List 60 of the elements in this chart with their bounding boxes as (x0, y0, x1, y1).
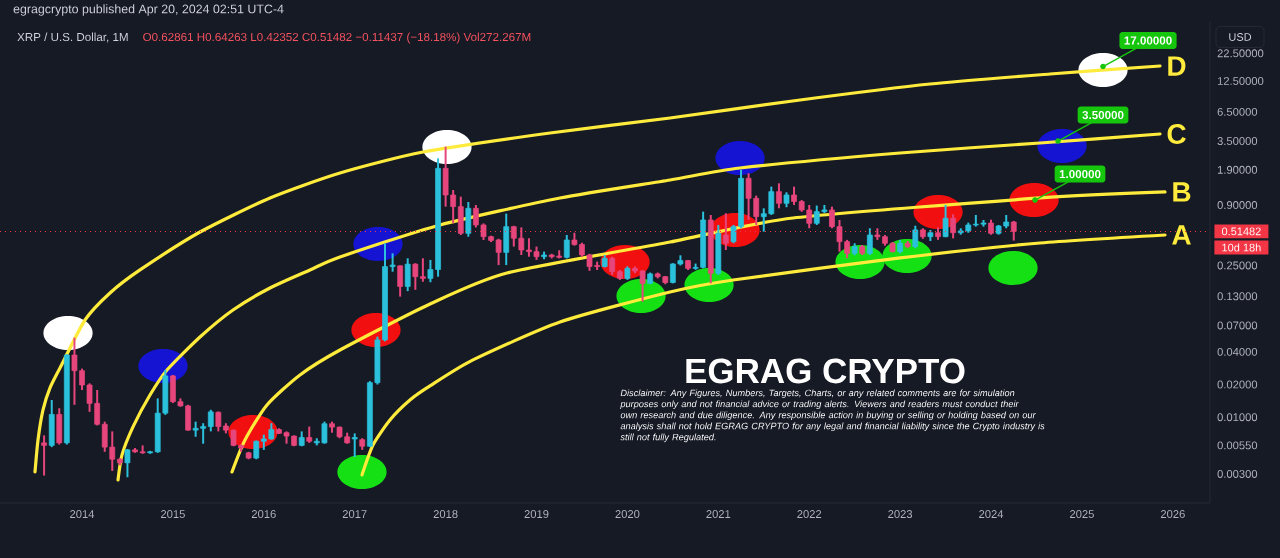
x-tick-label: 2022 (797, 510, 822, 518)
x-tick-label: 2017 (342, 510, 367, 518)
y-tick-label: 1.90000 (1217, 165, 1258, 174)
y-tick-label: 0.00550 (1217, 441, 1258, 450)
y-tick-label: 0.02000 (1217, 380, 1258, 389)
x-tick-label: 2016 (251, 510, 276, 518)
text: XRP / U.S. Dollar, 1M (17, 32, 128, 43)
y-tick-label: 0.07000 (1217, 321, 1258, 330)
candlestick (397, 264, 404, 298)
series-label: A (1172, 225, 1191, 245)
ref-line-label: 0.51482 (1221, 227, 1261, 236)
x-tick-label: 2020 (615, 510, 640, 518)
series-label: D (1168, 56, 1186, 76)
y-tick-label: 0.00300 (1217, 470, 1258, 478)
x-tick-label: 2021 (706, 510, 731, 518)
candlestick (609, 255, 616, 277)
y-tick-label: 0.04000 (1217, 347, 1258, 356)
x-tick-label: 2025 (1070, 510, 1094, 518)
text: O0.62861 H0.64263 L0.42352 C0.51482 −0.11437 (−18.18%) Vol272.267M (143, 32, 531, 44)
annotation: 17.00000 (1124, 36, 1172, 45)
candlestick (950, 213, 956, 240)
line-series (33, 64, 1162, 474)
candlestick (791, 185, 797, 206)
annotation: 1.00000 (1059, 169, 1101, 179)
y-tick-label: 22.50000 (1217, 49, 1264, 58)
x-tick-label: 2023 (888, 510, 913, 518)
x-tick-label: 2026 (1160, 510, 1185, 518)
x-tick-label: 2019 (524, 510, 549, 518)
y-tick-label: 12.50000 (1217, 77, 1264, 85)
line-series (360, 233, 1167, 477)
series-label: B (1173, 182, 1191, 202)
candlestick (404, 257, 411, 293)
candlestick (912, 224, 919, 250)
x-tick-label: 2024 (979, 510, 1004, 518)
x-tick-label: 2015 (161, 510, 185, 518)
y-tick-label: 0.13000 (1217, 292, 1258, 301)
y-tick-label: 0.90000 (1217, 201, 1258, 209)
line-series (116, 132, 1162, 482)
y-tick-label: 0.25000 (1217, 261, 1258, 270)
candlestick (722, 212, 729, 251)
annotation: EGRAG CRYPTO (686, 358, 965, 384)
line-series (230, 190, 1167, 474)
x-tick-label: 2014 (70, 510, 95, 518)
candlestick (866, 227, 873, 256)
candlestick (942, 204, 949, 239)
series-label: C (1167, 124, 1186, 144)
candlestick (124, 447, 131, 479)
candlestick (776, 182, 782, 210)
text: 10d 18h (1222, 243, 1261, 252)
candlestick (351, 432, 358, 458)
annotation: 3.50000 (1082, 110, 1124, 120)
text: USD (1229, 33, 1252, 41)
candlestick (207, 408, 214, 433)
y-tick-label: 3.50000 (1217, 137, 1258, 145)
text: egragcrypto published Apr 20, 2024 02:51 UTC-4 (13, 4, 284, 16)
candlestick (41, 434, 47, 477)
x-tick-label: 2018 (433, 510, 458, 518)
y-tick-label: 0.01000 (1217, 413, 1258, 422)
annotation: Disclaimer: Any Figures, Numbers, Targets, Charts, or any related comments are for simulation purposes only and not financial advice or trading alerts. Viewers and readers must conduct their own research and due diligence. Any responsible action in buying or selling or holding based on our analysis shall not hold EGRAG CRYPTO for any legal and financial liability since the Crypto industry is still not fully Regulated. (620, 389, 1045, 443)
y-tick-label: 6.50000 (1217, 107, 1258, 116)
